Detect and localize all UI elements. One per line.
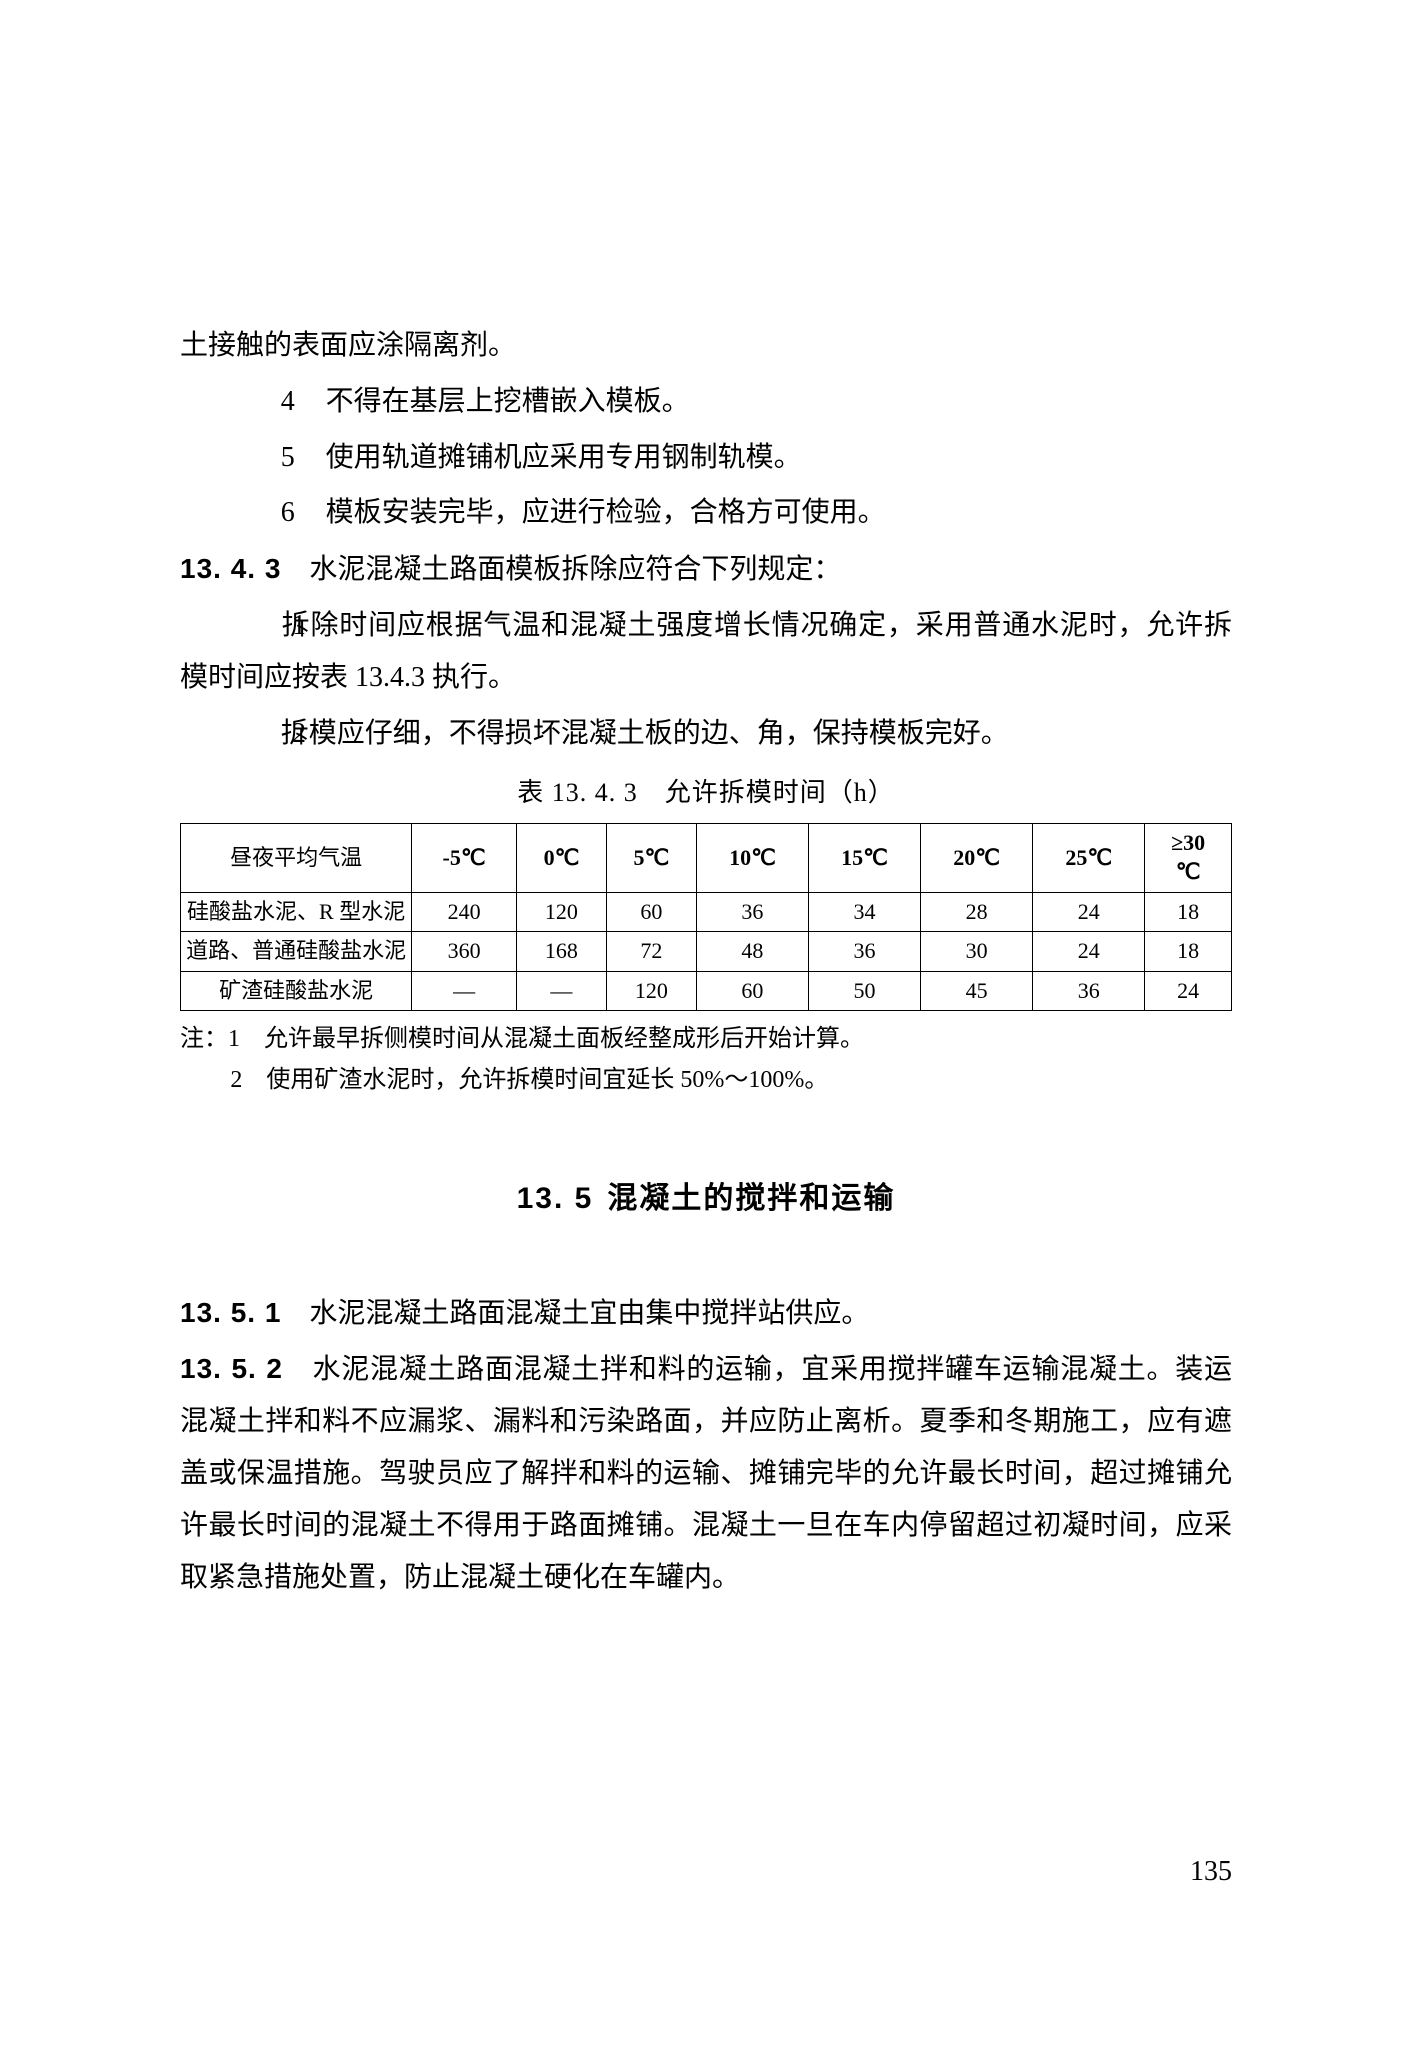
cell: 24 [1033,932,1145,972]
clause-text: 水泥混凝土路面模板拆除应符合下列规定： [309,554,841,585]
col-header: 10℃ [696,824,808,892]
list-item-4: 4不得在基层上挖槽嵌入模板。 [236,376,1232,428]
item-text: 拆除时间应根据气温和混凝土强度增长情况确定，采用普通水泥时，允许拆模时间应按表 … [180,610,1232,693]
cell: 240 [412,892,517,932]
cell: 120 [516,892,606,932]
col-header: 25℃ [1033,824,1145,892]
cell: 24 [1033,892,1145,932]
clause-13-5-1: 13. 5. 1 水泥混凝土路面混凝土宜由集中搅拌站供应。 [180,1287,1232,1340]
cell: 72 [606,932,696,972]
section-13-5-title: 13. 5 混凝土的搅拌和运输 [180,1171,1232,1227]
item-text: 使用轨道摊铺机应采用专用钢制轨模。 [326,442,802,473]
item-number: 1 [236,600,281,652]
item-text: 模板安装完毕，应进行检验，合格方可使用。 [326,497,886,528]
section-number: 13. 5 [517,1182,594,1215]
clause-number: 13. 4. 3 [180,553,281,584]
table-caption: 表 13. 4. 3 允许拆模时间（h） [180,769,1232,817]
clause-text: 水泥混凝土路面混凝土宜由集中搅拌站供应。 [309,1298,869,1329]
list-item-b1: 1拆除时间应根据气温和混凝土强度增长情况确定，采用普通水泥时，允许拆模时间应按表… [180,600,1232,704]
cell: 18 [1145,892,1232,932]
table-row: 道路、普通硅酸盐水泥 360 168 72 48 36 30 24 18 [181,932,1232,972]
row-label: 硅酸盐水泥、R 型水泥 [181,892,412,932]
item-number: 4 [281,376,326,428]
list-item-6: 6模板安装完毕，应进行检验，合格方可使用。 [236,487,1232,539]
item-text: 拆模应仔细，不得损坏混凝土板的边、角，保持模板完好。 [281,718,1009,749]
cell: 360 [412,932,517,972]
row-label: 矿渣硅酸盐水泥 [181,971,412,1011]
section-title-text: 混凝土的搅拌和运输 [607,1182,895,1215]
col-header: 20℃ [921,824,1033,892]
cell: 120 [606,971,696,1011]
document-page: 土接触的表面应涂隔离剂。 4不得在基层上挖槽嵌入模板。 5使用轨道摊铺机应采用专… [0,0,1412,1687]
col-header: 5℃ [606,824,696,892]
cell: 48 [696,932,808,972]
clause-13-5-2: 13. 5. 2 水泥混凝土路面混凝土拌和料的运输，宜采用搅拌罐车运输混凝土。装… [180,1343,1232,1603]
table-header-row: 昼夜平均气温 -5℃ 0℃ 5℃ 10℃ 15℃ 20℃ 25℃ ≥30 ℃ [181,824,1232,892]
item-number: 5 [281,432,326,484]
cell: 36 [1033,971,1145,1011]
continued-paragraph: 土接触的表面应涂隔离剂。 [180,320,1232,372]
cell: — [516,971,606,1011]
clause-number: 13. 5. 1 [180,1297,281,1328]
item-number: 6 [281,487,326,539]
cell: 24 [1145,971,1232,1011]
cell: 28 [921,892,1033,932]
table-row: 硅酸盐水泥、R 型水泥 240 120 60 36 34 28 24 18 [181,892,1232,932]
clause-text: 水泥混凝土路面混凝土拌和料的运输，宜采用搅拌罐车运输混凝土。装运混凝土拌和料不应… [180,1354,1232,1592]
cell: 36 [808,932,920,972]
list-item-5: 5使用轨道摊铺机应采用专用钢制轨模。 [236,432,1232,484]
table-row: 矿渣硅酸盐水泥 — — 120 60 50 45 36 24 [181,971,1232,1011]
item-text: 不得在基层上挖槽嵌入模板。 [326,386,690,417]
cell: 30 [921,932,1033,972]
cell: 36 [696,892,808,932]
col-header: ≥30 ℃ [1145,824,1232,892]
cell: 60 [606,892,696,932]
cell: 60 [696,971,808,1011]
demould-time-table: 昼夜平均气温 -5℃ 0℃ 5℃ 10℃ 15℃ 20℃ 25℃ ≥30 ℃ 硅… [180,823,1232,1011]
cell: — [412,971,517,1011]
table-head-label: 昼夜平均气温 [181,824,412,892]
row-label: 道路、普通硅酸盐水泥 [181,932,412,972]
clause-13-4-3: 13. 4. 3 水泥混凝土路面模板拆除应符合下列规定： [180,543,1232,596]
cell: 50 [808,971,920,1011]
cell: 34 [808,892,920,932]
col-header: -5℃ [412,824,517,892]
page-number: 135 [1190,1856,1232,1888]
col-header: 15℃ [808,824,920,892]
list-item-b2: 2拆模应仔细，不得损坏混凝土板的边、角，保持模板完好。 [180,708,1232,760]
item-number: 2 [236,708,281,760]
table-note-2: 2 使用矿渣水泥时，允许拆模时间宜延长 50%～100%。 [180,1060,1232,1101]
cell: 18 [1145,932,1232,972]
clause-number: 13. 5. 2 [180,1353,283,1384]
cell: 168 [516,932,606,972]
col-header: 0℃ [516,824,606,892]
cell: 45 [921,971,1033,1011]
table-note-1: 注：1 允许最早拆侧模时间从混凝土面板经整成形后开始计算。 [180,1019,1232,1060]
